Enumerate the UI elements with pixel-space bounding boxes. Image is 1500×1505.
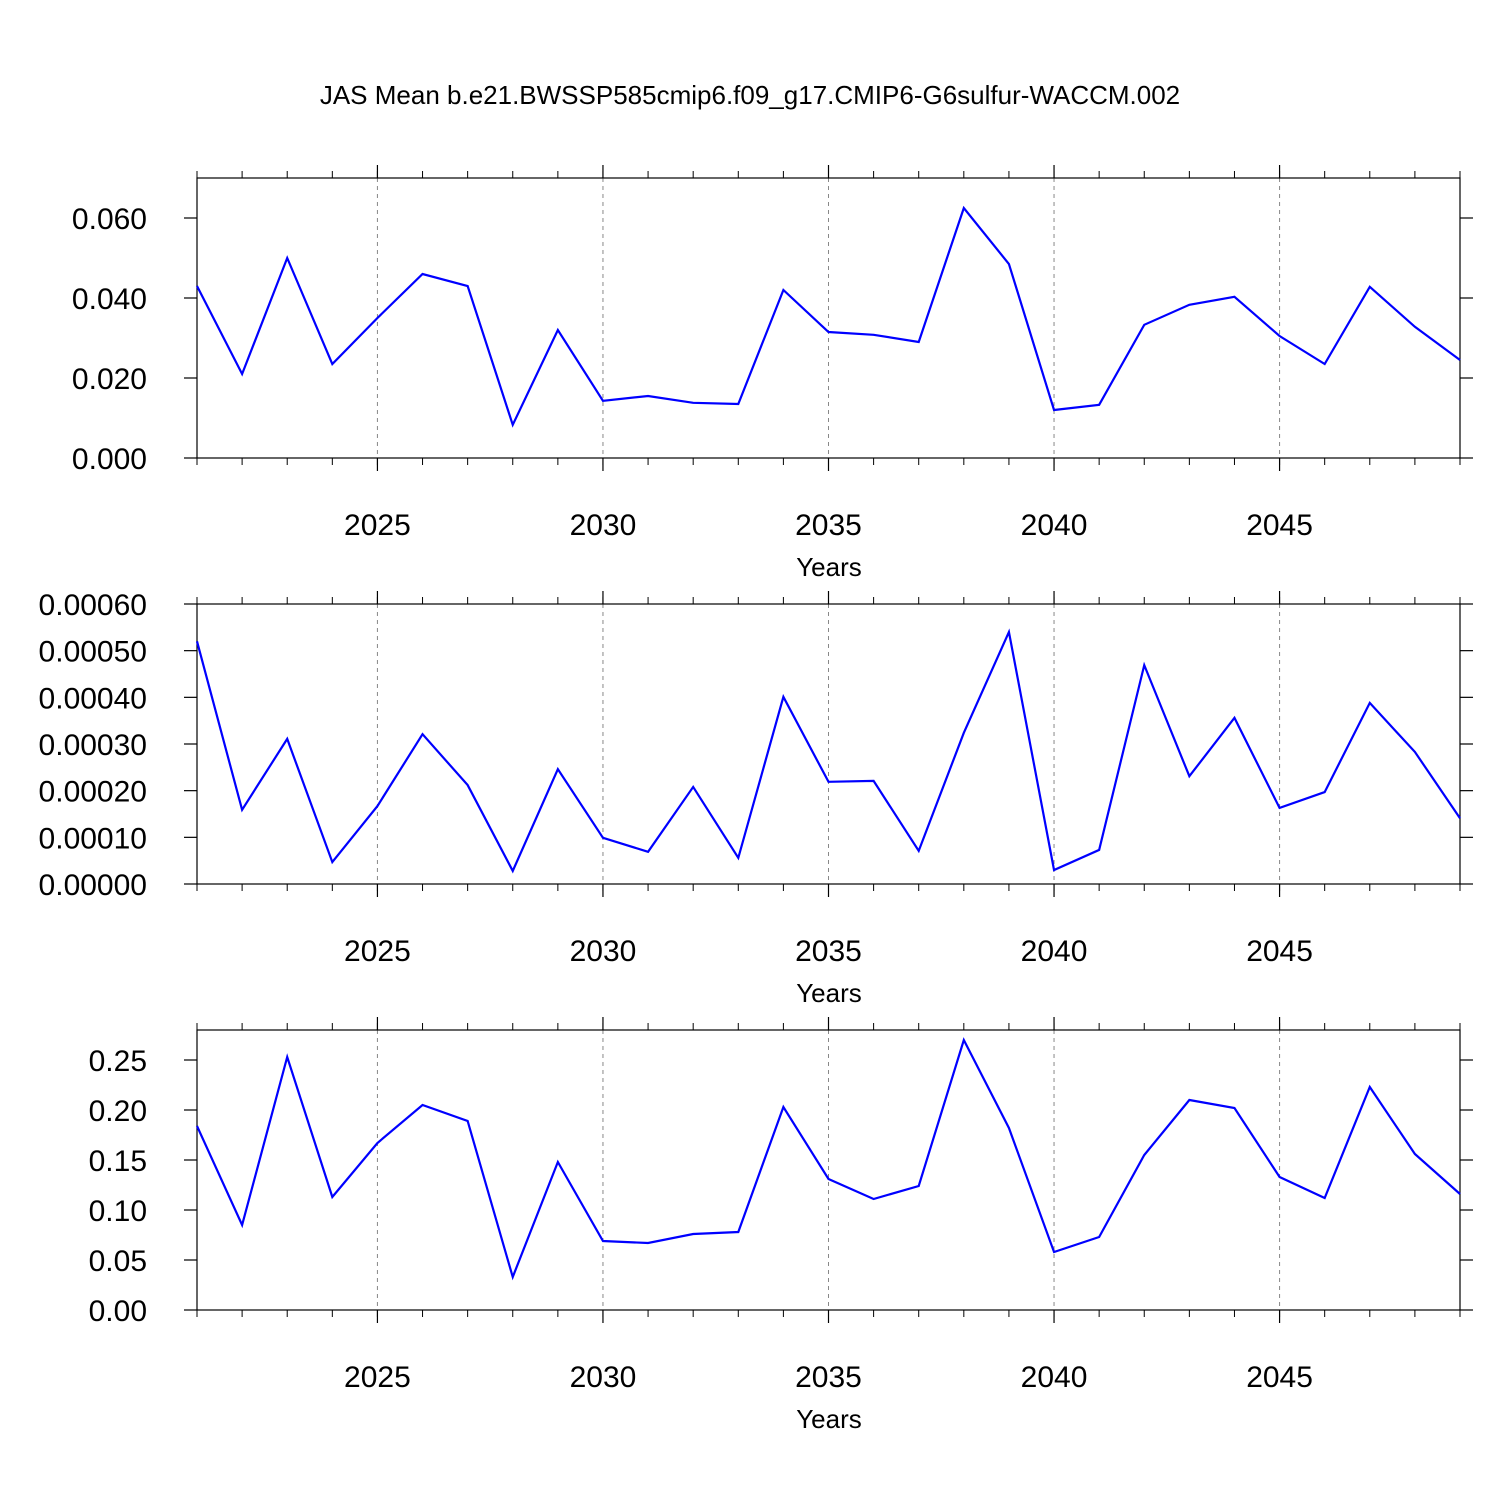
x-tick-label: 2030 xyxy=(570,1361,637,1394)
y-tick-label: 0.10 xyxy=(89,1195,147,1228)
x-tick-label: 2025 xyxy=(344,509,411,542)
x-tick-label: 2035 xyxy=(795,1361,862,1394)
y-tick-label: 0.00010 xyxy=(39,822,147,855)
x-tick-label: 2045 xyxy=(1246,1361,1313,1394)
y-axis-label-part: 3 xyxy=(21,181,38,190)
y-axis-label-part: m xyxy=(18,1059,48,1081)
panel: 2025 2030 2035 2040 2045 0.00 0.05 0.10 0.15 0.20… xyxy=(18,1017,1473,1434)
y-axis-label-part: 2 xyxy=(21,1050,38,1059)
y-tick-label: 0.060 xyxy=(72,203,147,236)
figure-title: JAS Mean b.e21.BWSSP585cmip6.f09_g17.CMI… xyxy=(320,80,1180,110)
y-tick-label: 0.040 xyxy=(72,283,147,316)
data-line xyxy=(195,628,1461,874)
y-axis-label: GIN Ice Area 1012 m2 xyxy=(18,1050,48,1290)
y-tick-label: 0.020 xyxy=(72,363,147,396)
x-tick-label: 2025 xyxy=(344,1361,411,1394)
plot-frame xyxy=(196,177,1461,459)
x-tick-label: 2035 xyxy=(795,509,862,542)
panel: 2025 2030 2035 2040 2045 0.00000 0.00010 0.0002… xyxy=(21,589,1473,1008)
x-axis-label: Years xyxy=(796,552,862,582)
y-axis-label-part: 13 xyxy=(21,630,38,648)
y-axis-label-part: GIN Ice Volume 10 xyxy=(18,237,48,455)
x-tick-label: 2030 xyxy=(570,935,637,968)
x-tick-label: 2035 xyxy=(795,935,862,968)
y-tick-label: 0.00050 xyxy=(39,636,147,669)
x-axis-label: Years xyxy=(796,1404,862,1434)
y-tick-label: 0.20 xyxy=(89,1095,147,1128)
y-axis-label: GIN Ice Volume 1013 m3 xyxy=(18,181,48,455)
plot-frame xyxy=(196,603,1461,885)
y-tick-label: 0.25 xyxy=(89,1045,147,1078)
y-tick-label: 0.00000 xyxy=(39,869,147,902)
y-axis-label-part: 3 xyxy=(21,592,38,601)
y-tick-label: 0.00 xyxy=(89,1295,147,1328)
data-line xyxy=(196,205,1461,428)
y-axis-label-part: 12 xyxy=(21,1087,38,1105)
x-tick-label: 2045 xyxy=(1246,509,1313,542)
y-tick-label: 0.00060 xyxy=(39,589,147,622)
y-tick-label: 0.00030 xyxy=(39,729,147,762)
plot-frame xyxy=(196,1029,1461,1311)
x-tick-label: 2025 xyxy=(344,935,411,968)
y-tick-label: 0.00040 xyxy=(39,682,147,715)
data-line xyxy=(195,1037,1461,1281)
x-tick-label: 2040 xyxy=(1021,935,1088,968)
x-tick-label: 2040 xyxy=(1021,1361,1088,1394)
panel: 2025 2030 2035 2040 2045 0.000 0.020 0.040 0.060… xyxy=(18,165,1473,582)
y-tick-label: 0.000 xyxy=(72,443,147,476)
y-tick-label: 0.00020 xyxy=(39,776,147,809)
x-tick-label: 2030 xyxy=(570,509,637,542)
y-axis-label-part: 13 xyxy=(21,219,38,237)
y-axis-label-part: GIN Ice Area 10 xyxy=(18,1105,48,1290)
y-tick-label: 0.05 xyxy=(89,1245,147,1278)
x-axis-label: Years xyxy=(796,978,862,1008)
y-axis-label-part: m xyxy=(18,190,48,212)
x-tick-label: 2040 xyxy=(1021,509,1088,542)
x-tick-label: 2045 xyxy=(1246,935,1313,968)
y-tick-label: 0.15 xyxy=(89,1145,147,1178)
